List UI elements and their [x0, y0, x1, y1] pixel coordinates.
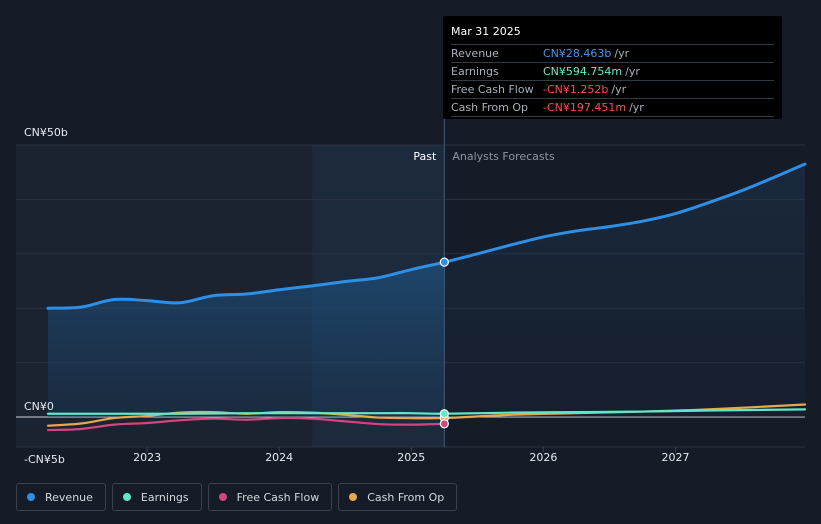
revenue-area-forecast — [444, 164, 805, 417]
x-tick-label: 2023 — [133, 451, 161, 464]
tooltip-value: CN¥594.754m — [543, 65, 623, 78]
tooltip-rows: Revenue CN¥28.463b/yr Earnings CN¥594.754m /… — [451, 45, 774, 117]
tooltip-row: Earnings CN¥594.754m/yr — [451, 63, 774, 81]
x-tick-label: 2026 — [529, 451, 557, 464]
legend-dot-icon — [27, 493, 35, 501]
forecast-label: Analysts Forecasts — [452, 150, 555, 163]
tooltip-label: Free Cash Flow — [451, 83, 534, 96]
x-axis: 2023 2024 2025 2026 2027 — [133, 447, 690, 464]
y-axis: CN¥50b CN¥0 -CN¥5b — [24, 126, 68, 466]
legend-item-cash-from-op[interactable]: Cash From Op — [338, 483, 458, 511]
tooltip: Mar 31 2025 Revenue CN¥28.463b/yr Earnings… — [443, 16, 782, 119]
tooltip-row: Revenue CN¥28.463b/yr — [451, 45, 774, 63]
tooltip-label: Earnings — [451, 65, 499, 78]
tooltip-row: Cash From Op -CN¥197.451m/yr — [451, 99, 774, 117]
tooltip-value: -CN¥1.252b — [543, 83, 609, 96]
x-tick-label: 2027 — [662, 451, 690, 464]
x-tick-label: 2025 — [397, 451, 425, 464]
revenue-line — [46, 162, 807, 310]
legend-item-revenue[interactable]: Revenue — [16, 483, 106, 511]
y-tick-label: CN¥50b — [24, 126, 68, 139]
tooltip-value: -CN¥197.451m — [543, 101, 627, 114]
tooltip-label: Cash From Op — [451, 101, 529, 114]
legend-dot-icon — [218, 493, 227, 501]
tooltip-unit: /yr — [625, 65, 640, 78]
legend-dot-icon — [349, 493, 358, 501]
legend: Revenue Earnings Free Cash Flow Cash From O… — [16, 483, 458, 511]
earnings-line — [46, 408, 807, 415]
legend-dot-icon — [122, 493, 131, 501]
legend-item-free-cash-flow[interactable]: Free Cash Flow — [207, 483, 333, 511]
x-tick-label: 2024 — [265, 451, 293, 464]
tooltip-row: Free Cash Flow -CN¥1.252b/yr — [451, 81, 774, 99]
tooltip-value: CN¥28.463b — [543, 47, 612, 60]
legend-label: Cash From Op — [367, 490, 445, 504]
revenue-marker — [439, 257, 449, 267]
y-tick-label: -CN¥5b — [24, 453, 65, 466]
series-lines — [46, 162, 807, 432]
legend-label: Free Cash Flow — [236, 490, 320, 504]
tooltip-unit: /yr — [611, 83, 627, 96]
past-label: Past — [413, 150, 437, 163]
legend-label: Earnings — [140, 490, 189, 504]
free-cash-flow-line — [46, 416, 446, 432]
series-markers — [439, 257, 449, 429]
earnings-marker — [439, 409, 449, 419]
tooltip-date: Mar 31 2025 — [451, 24, 774, 45]
tooltip-label: Revenue — [451, 47, 499, 60]
legend-item-earnings[interactable]: Earnings — [111, 483, 202, 511]
free-cash-flow-marker — [439, 419, 449, 429]
y-tick-label: CN¥0 — [24, 400, 54, 413]
tooltip-unit: /yr — [614, 47, 630, 60]
tooltip-unit: /yr — [629, 101, 644, 114]
legend-label: Revenue — [45, 490, 93, 504]
